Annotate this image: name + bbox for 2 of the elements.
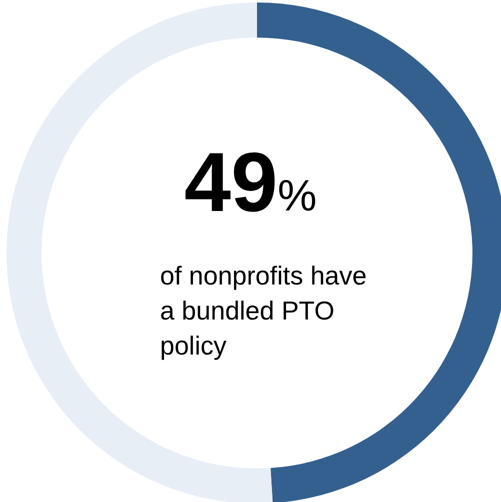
- text: 49%: [184, 135, 317, 229]
- text: of nonprofits have a bundled PTO policy: [160, 260, 374, 360]
